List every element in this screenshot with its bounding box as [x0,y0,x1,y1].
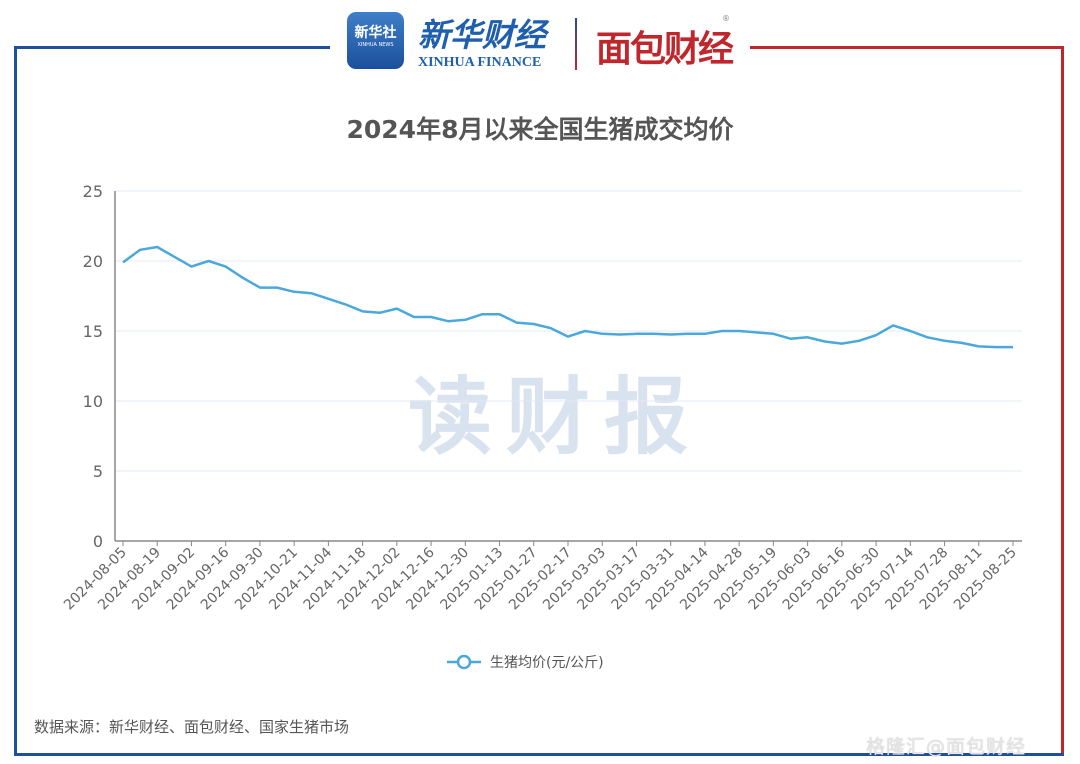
y-tick-label: 15 [83,322,103,341]
frame-top-left-line [14,46,330,49]
xinhua-app-sub: XINHUA NEWS [357,42,394,48]
xinhua-news-app-logo: 新华社 XINHUA NEWS [347,12,404,69]
registered-mark: ® [722,14,730,23]
xinhua-finance-logo-cn: 新华财经 [418,16,547,54]
y-tick-label: 5 [93,462,103,481]
credit-watermark: 格隆汇@面包财经 [866,736,1027,758]
chart-title: 2024年8月以来全国生猪成交均价 [346,115,734,144]
y-tick-label: 0 [93,532,103,551]
series-line [122,245,1013,349]
frame-top-right-line [750,46,1064,49]
frame-bottom-line [14,753,1064,756]
frame-right-line [1061,46,1064,753]
mianbao-finance-logo: 面包财经 [596,29,734,70]
frame-left-line [14,46,17,756]
logo-separator [575,18,577,70]
y-tick-label: 10 [83,392,103,411]
data-source: 数据来源：新华财经、面包财经、国家生猪市场 [34,718,350,736]
y-tick-label: 20 [83,252,103,271]
xinhua-finance-logo-en: XINHUA FINANCE [418,55,542,70]
y-tick-label: 25 [83,182,103,201]
legend-marker-icon [456,654,472,670]
watermark: 读财报 [408,368,703,466]
legend-label: 生猪均价(元/公斤) [490,655,604,671]
xinhua-app-name: 新华社 [354,25,397,41]
